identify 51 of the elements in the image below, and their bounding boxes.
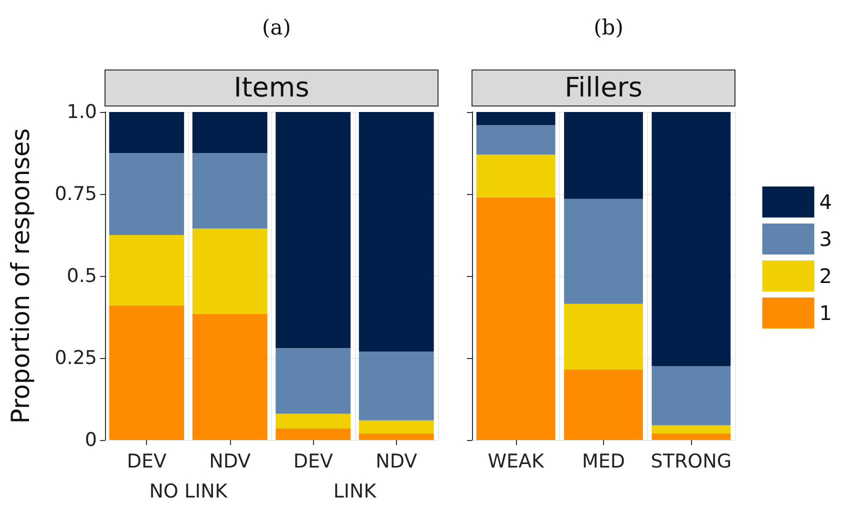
x-tick-label: STRONG	[650, 450, 732, 472]
bar	[476, 125, 556, 155]
bar	[476, 112, 556, 126]
y-axis-title: Proportion of responses	[6, 128, 35, 424]
legend-label: 4	[819, 190, 832, 214]
text: LINK	[333, 480, 377, 502]
bar	[276, 348, 351, 414]
bar	[276, 428, 351, 440]
bar	[192, 228, 268, 314]
bar	[652, 112, 731, 366]
bar	[358, 351, 434, 420]
bar	[192, 112, 268, 153]
bar	[358, 112, 434, 352]
x-tick-label: WEAK	[488, 450, 544, 472]
bar	[564, 369, 643, 440]
bar	[476, 154, 556, 198]
chart-title: (b)	[594, 16, 624, 40]
y-tick-label: 1.0	[66, 101, 97, 123]
x-tick-label: MED	[582, 450, 626, 472]
y-tick-label: 0.5	[66, 265, 97, 287]
bar	[109, 112, 184, 153]
bar	[192, 153, 268, 228]
legend-label: 3	[819, 227, 832, 251]
chart-subtitle: Fillers	[564, 72, 642, 104]
bar	[192, 314, 268, 440]
chart-subtitle: Items	[234, 72, 310, 104]
x-tick-label: NDV	[376, 450, 418, 472]
bar	[109, 153, 184, 235]
chart-title: (a)	[262, 16, 291, 40]
bar	[109, 306, 184, 440]
text: NO LINK	[149, 480, 228, 502]
bar	[564, 304, 643, 370]
x-tick-label: DEV	[126, 450, 166, 472]
bar	[476, 197, 556, 440]
legend-label: 1	[819, 301, 832, 325]
bar	[652, 433, 731, 440]
legend-label: 2	[819, 264, 832, 288]
bar	[652, 425, 731, 434]
x-tick-label: DEV	[293, 450, 333, 472]
bar	[276, 112, 351, 348]
bar	[652, 366, 731, 426]
bar	[358, 433, 434, 440]
y-tick-label: 0.75	[54, 183, 97, 205]
bar	[109, 235, 184, 306]
y-tick-label: 0	[84, 429, 97, 451]
bar	[564, 112, 643, 199]
y-tick-label: 0.25	[54, 347, 97, 369]
x-tick-label: NDV	[209, 450, 251, 472]
bar	[276, 414, 351, 429]
bar	[358, 420, 434, 434]
bar	[564, 198, 643, 304]
